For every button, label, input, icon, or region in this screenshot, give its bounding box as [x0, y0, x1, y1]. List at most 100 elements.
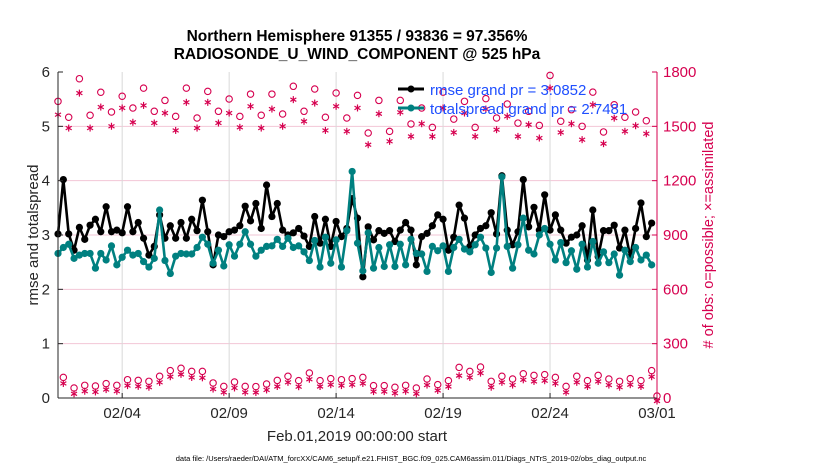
asterisk-stroke: [525, 122, 532, 127]
totalspread-marker: [508, 264, 517, 272]
assimilated-obs-marker: [514, 132, 522, 140]
possible-obs-marker: [471, 123, 479, 132]
totalspread-marker: [418, 250, 426, 258]
possible-obs-marker: [466, 367, 474, 376]
possible-obs-marker: [551, 373, 560, 382]
assimilated-obs-marker: [247, 102, 254, 110]
totalspread-marker: [182, 250, 190, 258]
totalspread-marker: [300, 248, 308, 256]
possible-obs-marker: [621, 113, 629, 122]
rmse-marker: [573, 231, 581, 239]
assimilated-obs-marker: [396, 108, 404, 116]
totalspread-marker: [412, 249, 420, 258]
assimilated-obs-marker: [450, 128, 458, 136]
rmse-marker: [525, 223, 533, 231]
asterisk-stroke: [418, 121, 425, 127]
asterisk-stroke: [514, 134, 522, 139]
rmse-marker: [605, 227, 613, 235]
possible-obs-marker: [171, 112, 180, 121]
rmse-marker: [444, 246, 453, 254]
possible-obs-marker: [337, 375, 346, 384]
possible-obs-marker: [626, 374, 635, 383]
rmse-marker: [364, 223, 372, 231]
y-right-tick-label: 900: [663, 227, 688, 244]
totalspread-marker: [86, 249, 94, 258]
assimilated-obs-marker: [552, 379, 559, 387]
assimilated-obs-marker: [306, 375, 313, 383]
asterisk-stroke: [557, 130, 565, 135]
possible-obs-marker: [573, 372, 581, 381]
totalspread-marker: [166, 269, 174, 278]
assimilated-obs-marker: [295, 383, 302, 391]
totalspread-marker: [198, 233, 207, 241]
assimilated-obs-marker: [316, 383, 324, 391]
chart-title-line-2: RADIOSONDE_U_WIND_COMPONENT @ 525 hPa: [174, 46, 541, 63]
possible-obs-marker: [332, 89, 340, 97]
assimilated-obs-marker: [578, 136, 586, 144]
assimilated-obs-marker: [156, 378, 163, 386]
possible-obs-marker: [155, 372, 164, 381]
assimilated-obs-marker: [429, 132, 436, 140]
rmse-marker: [487, 209, 495, 217]
asterisk-stroke: [76, 90, 83, 96]
totalspread-marker: [423, 267, 431, 276]
asterisk-stroke: [466, 375, 474, 380]
possible-obs-marker: [498, 372, 506, 381]
rmse-marker: [434, 211, 442, 219]
rmse-marker: [241, 202, 249, 210]
asterisk-stroke: [568, 121, 575, 127]
rmse-marker: [139, 234, 148, 242]
legend-rmse-label: rmse grand pr = 3.0852: [430, 82, 586, 99]
possible-obs-marker: [225, 95, 233, 103]
totalspread-marker: [476, 233, 485, 241]
assimilated-obs-marker: [252, 388, 260, 396]
asterisk-stroke: [257, 125, 265, 131]
possible-obs-marker: [59, 373, 68, 382]
possible-obs-marker: [599, 128, 608, 136]
totalspread-marker: [214, 246, 223, 254]
assimilated-obs-marker: [327, 381, 335, 389]
asterisk-stroke: [140, 103, 147, 108]
possible-obs-marker: [540, 370, 549, 379]
possible-obs-marker: [396, 96, 405, 105]
possible-obs-marker: [450, 115, 458, 123]
possible-obs-marker: [300, 107, 308, 116]
assimilated-obs-marker: [338, 382, 345, 390]
possible-obs-marker: [278, 110, 287, 118]
possible-obs-marker: [86, 111, 94, 120]
rmse-marker: [621, 226, 629, 234]
y-tick-label: 3: [42, 227, 50, 244]
assimilated-obs-marker: [359, 379, 367, 387]
totalspread-marker: [102, 256, 110, 264]
totalspread-marker: [59, 243, 67, 252]
asterisk-stroke: [541, 378, 548, 384]
asterisk-stroke: [150, 120, 158, 126]
totalspread-marker: [150, 254, 158, 262]
totalspread-marker: [273, 235, 281, 243]
assimilated-obs-marker: [76, 89, 83, 97]
totalspread-marker: [193, 243, 201, 252]
totalspread-marker: [188, 250, 196, 258]
asterisk-stroke: [434, 388, 442, 393]
assimilated-obs-marker: [231, 384, 238, 392]
rmse-marker: [295, 224, 303, 233]
rmse-marker: [557, 226, 565, 234]
possible-obs-marker: [546, 71, 554, 80]
assimilated-obs-marker: [605, 381, 613, 389]
y-axis-label-right: # of obs: o=possible; ×=assimilated: [701, 122, 717, 349]
totalspread-marker: [172, 252, 180, 260]
possible-obs-marker: [348, 374, 356, 383]
totalspread-marker: [621, 246, 629, 254]
totalspread-marker: [455, 235, 463, 243]
asterisk-stroke: [610, 115, 618, 121]
rmse-marker: [332, 217, 340, 226]
rmse-marker: [300, 232, 308, 240]
asterisk-stroke: [60, 381, 67, 386]
possible-obs-marker: [514, 119, 522, 127]
data-file-footer: data file: /Users/raeder/DAI/ATM_forcXX/…: [176, 454, 647, 463]
possible-obs-marker: [257, 111, 265, 120]
possible-obs-marker: [123, 375, 132, 384]
assimilated-obs-marker: [589, 101, 597, 109]
legend-totalspread-marker: [407, 104, 415, 112]
